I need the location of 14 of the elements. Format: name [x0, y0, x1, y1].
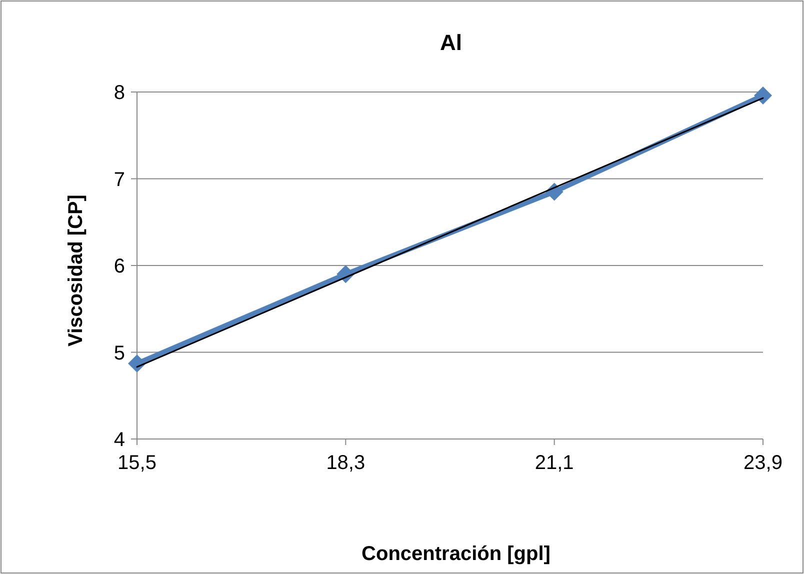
y-axis-title: Viscosidad [CP] [65, 194, 87, 346]
point [128, 354, 146, 373]
point [754, 86, 772, 104]
y-tick-label: 7 [114, 168, 125, 191]
x-tick-label: 23,9 [744, 452, 782, 474]
y-tick-label: 6 [114, 256, 125, 278]
y-tick-label: 5 [114, 342, 125, 364]
chart-title: Al [440, 30, 462, 55]
y-tick-label: 4 [114, 429, 125, 451]
x-tick-label: 18,3 [326, 452, 366, 474]
y-tick-label: 8 [114, 82, 125, 104]
x-tick-label: 15,5 [118, 452, 156, 474]
x-axis-title: Concentración [gpl] [362, 543, 550, 565]
x-tick-label: 21,1 [534, 452, 574, 474]
